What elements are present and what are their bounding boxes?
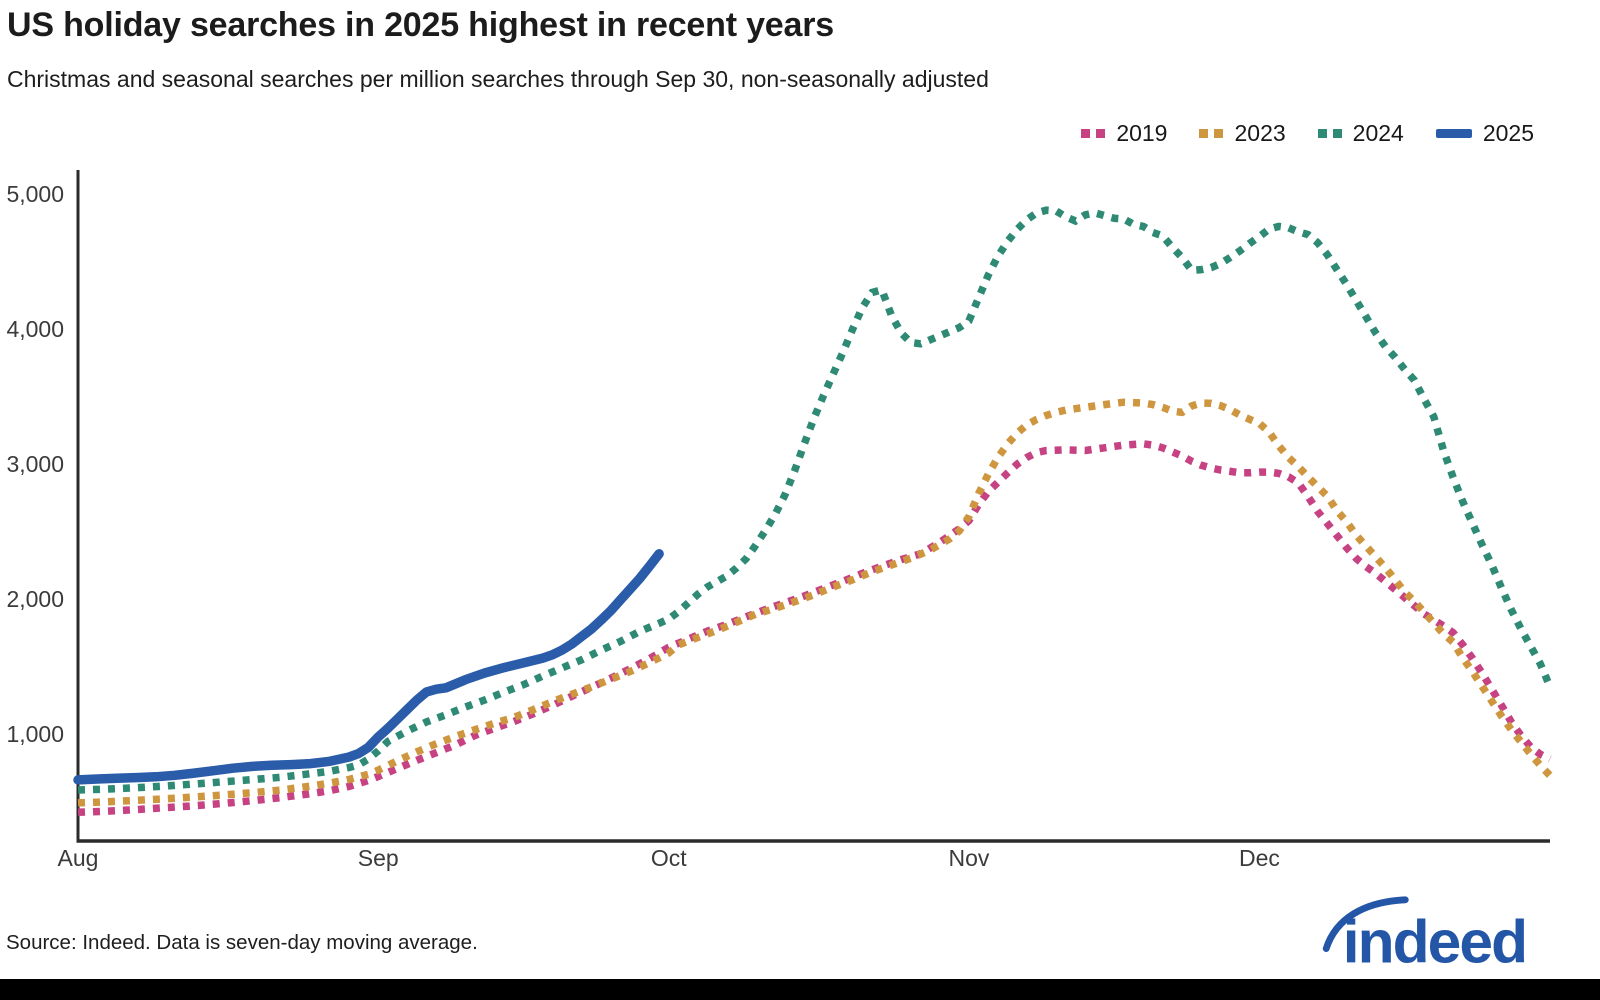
series-2023-line xyxy=(77,398,1553,807)
y-tick-label: 2,000 xyxy=(6,586,64,612)
legend-item-2025: 2025 xyxy=(1435,120,1534,147)
y-tick-label: 3,000 xyxy=(6,451,64,477)
legend-label-2025: 2025 xyxy=(1482,120,1534,146)
series-2019-line xyxy=(77,440,1552,817)
logo-wordmark: indeed xyxy=(1343,907,1526,974)
legend-swatch-2024-dotted-icon xyxy=(1317,129,1342,138)
x-tick-label: Oct xyxy=(651,845,687,871)
legend-item-2019: 2019 xyxy=(1081,120,1167,147)
legend-item-2024: 2024 xyxy=(1317,120,1404,147)
x-tick-label: Sep xyxy=(358,845,399,871)
legend-swatch-2019-dotted-icon xyxy=(1081,129,1106,138)
bottom-black-bar xyxy=(0,979,1600,1000)
indeed-logo: indeed xyxy=(1319,892,1554,979)
y-tick-label: 4,000 xyxy=(6,316,64,342)
logo-swoosh-icon xyxy=(1322,896,1409,953)
y-tick-label: 5,000 xyxy=(6,181,64,207)
legend-label-2023: 2023 xyxy=(1234,120,1286,146)
legend-label-2024: 2024 xyxy=(1352,120,1404,146)
x-tick-label: Dec xyxy=(1239,845,1280,871)
page-title: US holiday searches in 2025 highest in r… xyxy=(7,6,834,44)
x-tick-label: Nov xyxy=(948,845,989,871)
series-2025-line xyxy=(73,549,664,785)
line-chart: 1,000 2,000 3,000 4,000 5,000 Aug Sep Oct Nov Dec xyxy=(6,170,1554,871)
legend-swatch-2025-solid-icon xyxy=(1435,129,1472,138)
legend-label-2019: 2019 xyxy=(1116,120,1168,146)
y-tick-label: 1,000 xyxy=(6,721,64,747)
chart-legend: 2019 2023 2024 2025 xyxy=(1081,120,1534,147)
legend-item-2023: 2023 xyxy=(1199,120,1286,147)
x-tick-label: Aug xyxy=(58,845,99,871)
series-2024-line xyxy=(77,206,1554,794)
legend-swatch-2023-dotted-icon xyxy=(1199,129,1224,138)
page-subtitle: Christmas and seasonal searches per mill… xyxy=(7,66,989,92)
source-note: Source: Indeed. Data is seven-day moving… xyxy=(6,931,478,954)
